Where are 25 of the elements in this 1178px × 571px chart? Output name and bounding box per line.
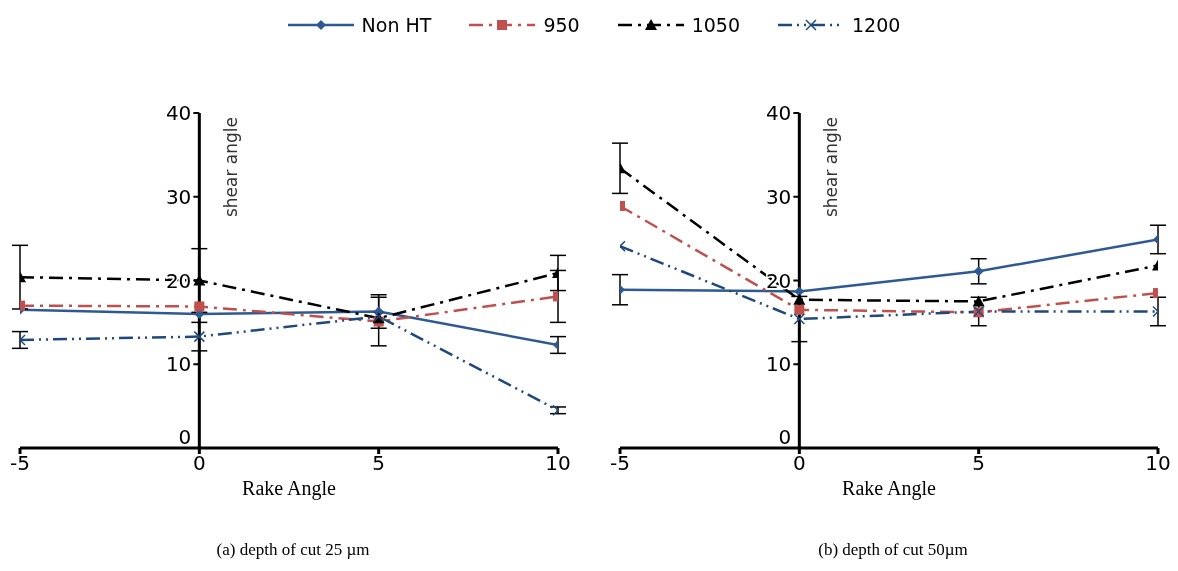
x-tick-label: 10 <box>545 451 571 476</box>
y-axis-title: shear angle <box>221 117 242 218</box>
y-tick-label: 10 <box>165 352 192 377</box>
x-axis-title: Rake Angle <box>242 477 337 500</box>
y-tick-label: 40 <box>765 101 792 125</box>
x-tick-label: -5 <box>10 451 30 476</box>
x-tick-label: 10 <box>1145 451 1171 476</box>
text: (b) depth of cut 50µm <box>817 540 969 560</box>
legend-label: 1200 <box>852 14 901 36</box>
y-tick-label: 10 <box>765 352 792 377</box>
x-tick-label: -5 <box>610 451 630 476</box>
x-axis-title: Rake Angle <box>842 477 937 500</box>
y-tick-label: 30 <box>165 184 192 209</box>
y-axis-title: shear angle <box>821 117 842 218</box>
y-tick-label: 30 <box>765 184 792 209</box>
legend-label: 950 <box>543 14 580 36</box>
x-tick-label: 5 <box>372 451 386 476</box>
x-tick-label: 5 <box>972 451 986 476</box>
y-tick-label: 40 <box>165 101 192 125</box>
y-tick-label: 0 <box>178 425 192 449</box>
legend-label: Non HT <box>361 14 432 36</box>
text: (a) depth of cut 25 µm <box>215 540 371 560</box>
y-tick-label: 20 <box>765 268 792 293</box>
legend-label: 1050 <box>691 14 741 36</box>
y-tick-label: 0 <box>778 425 792 449</box>
